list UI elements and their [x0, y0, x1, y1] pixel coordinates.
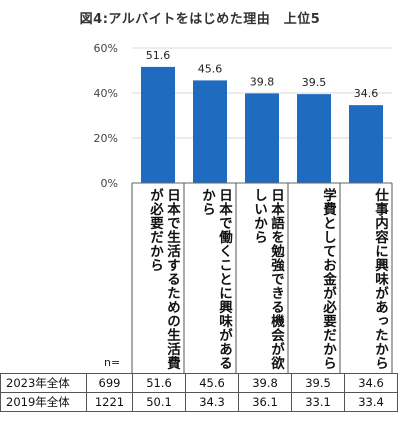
category-label: 日本語を勉強できる機会が欲しいから	[251, 188, 284, 370]
table-cell: 34.3	[185, 392, 239, 412]
row-n: 699	[86, 373, 133, 393]
table-cell: 36.1	[238, 392, 292, 412]
bar	[193, 80, 227, 183]
y-tick-label: 40%	[94, 87, 118, 100]
data-table: 2023年全体 699 51.6 45.6 39.8 39.5 34.6 2019年全体 122…	[0, 373, 398, 412]
row-label: 2019年全体	[0, 392, 87, 412]
category-label: 日本で生活するための生活費が必要だから	[147, 188, 180, 370]
chart-title: 図4:アルバイトをはじめた理由 上位5	[79, 12, 321, 27]
y-axis-ticks: 0% 20% 40% 60%	[94, 42, 118, 190]
table-cell: 39.5	[291, 373, 345, 393]
table-row: 2023年全体 699 51.6 45.6 39.8 39.5 34.6	[0, 373, 398, 393]
y-tick-label: 0%	[101, 177, 118, 190]
table-cell: 45.6	[185, 373, 239, 393]
category-label: 日本で働くことに興味があるから	[199, 188, 232, 370]
table-cell: 33.1	[291, 392, 345, 412]
category-label: 仕事内容に興味があったから	[372, 188, 388, 370]
bars	[141, 66, 383, 183]
bar-value-label: 51.6	[146, 49, 171, 62]
table-row: 2019年全体 1221 50.1 34.3 36.1 33.1 33.4	[0, 392, 398, 412]
table-cell: 34.6	[344, 373, 398, 393]
bar	[297, 94, 331, 183]
bar	[245, 93, 279, 183]
bar	[141, 66, 175, 183]
row-n: 1221	[86, 392, 133, 412]
table-cell: 39.8	[238, 373, 292, 393]
category-label: 学費としてお金が必要だから	[320, 188, 336, 370]
data-labels: 51.6 45.6 39.8 39.5 34.6	[146, 49, 379, 100]
y-tick-label: 60%	[94, 42, 118, 55]
bar	[349, 105, 383, 183]
bar-value-label: 39.5	[302, 76, 327, 89]
table-cell: 51.6	[132, 373, 186, 393]
category-cells	[131, 182, 393, 373]
bar-value-label: 39.8	[250, 75, 275, 88]
y-tick-label: 20%	[94, 132, 118, 145]
table-cell: 33.4	[344, 392, 398, 412]
bar-value-label: 34.6	[354, 87, 379, 100]
n-label: n=	[104, 356, 121, 369]
row-label: 2023年全体	[0, 373, 87, 393]
table-cell: 50.1	[132, 392, 186, 412]
bar-value-label: 45.6	[198, 62, 223, 75]
